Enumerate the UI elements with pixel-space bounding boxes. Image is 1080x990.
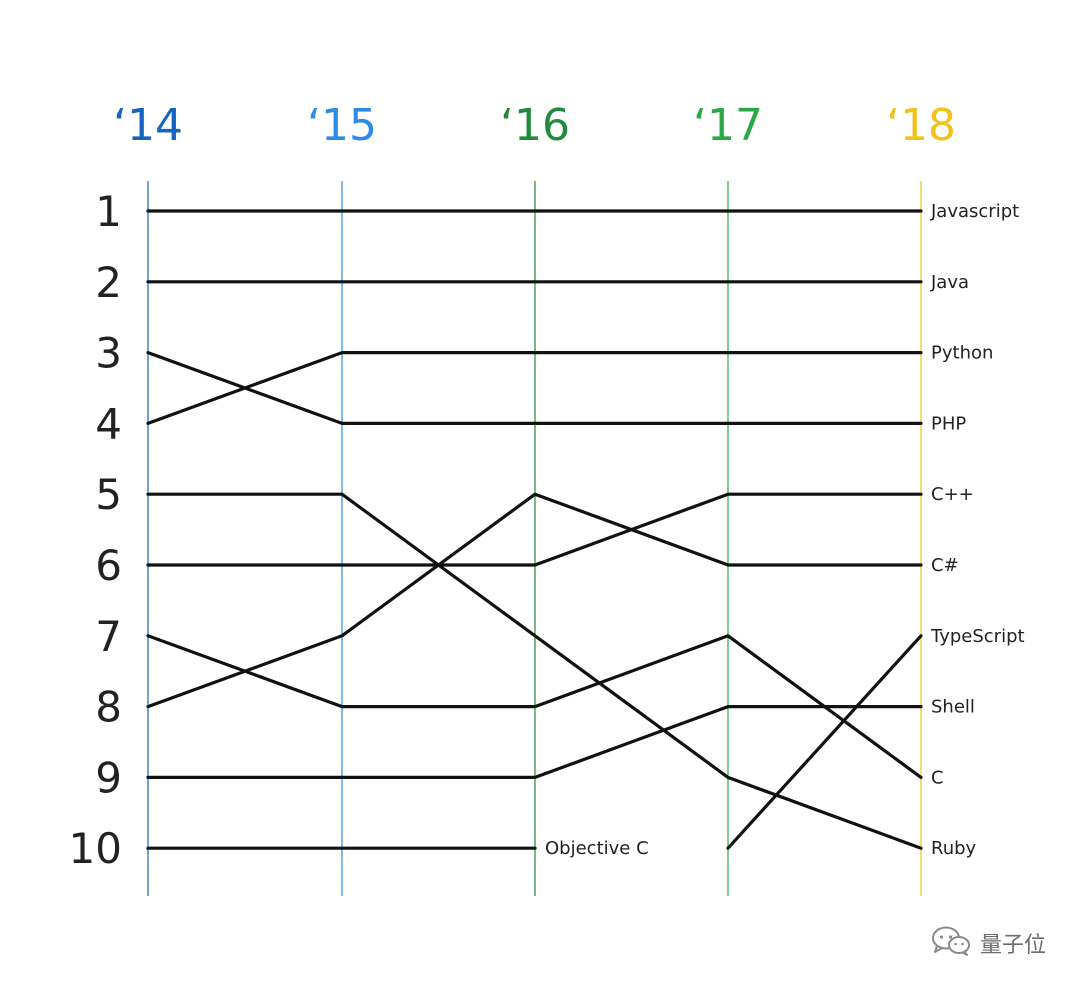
rank-label-10: 10 [69,824,122,873]
watermark: 量子位 [930,926,1046,960]
year-label-4: ‘18 [886,100,956,151]
year-labels: ‘14 ‘15 ‘16 ‘17 ‘18 [113,100,956,151]
series-label-0: Javascript [930,201,1019,222]
series-label-2: Python [931,343,993,364]
series-line-4 [146,492,923,567]
rank-label-9: 9 [95,753,122,802]
rank-label-8: 8 [95,683,122,732]
series-label-3: PHP [931,413,966,434]
year-label-1: ‘15 [307,100,377,151]
rank-label-1: 1 [95,187,122,236]
series-line-5 [146,492,923,709]
rank-label-4: 4 [95,399,122,448]
series-label-7: Shell [931,697,975,718]
series-line-7 [146,704,923,780]
series-label-1: Java [930,272,969,293]
year-label-3: ‘17 [693,100,763,151]
watermark-text: 量子位 [979,933,1046,958]
series-line-6 [726,634,923,850]
series-end-labels: Javascript Java Python PHP C++ C# TypeScript Sh… [545,201,1025,859]
series-label-4: C++ [931,484,974,505]
year-label-2: ‘16 [500,100,570,151]
series-line-8 [146,634,923,780]
series-line-2 [146,351,923,425]
series-line-9 [146,492,923,850]
year-label-0: ‘14 [113,100,183,151]
rank-label-6: 6 [95,541,122,590]
rank-label-2: 2 [95,258,122,307]
series-line-3 [146,351,923,425]
series-label-5: C# [931,555,959,576]
rank-label-7: 7 [95,612,122,661]
series-label-8: C [931,767,944,788]
rank-labels: 1 2 3 4 5 6 7 8 9 10 [69,187,122,873]
wechat-icon [930,925,972,962]
year-axes [147,181,922,896]
series-lines [146,209,923,850]
rank-label-3: 3 [95,329,122,378]
rank-label-5: 5 [95,470,122,519]
series-label-6: TypeScript [930,626,1025,647]
series-label-9: Ruby [931,838,977,859]
series-label-10: Objective C [545,838,649,859]
